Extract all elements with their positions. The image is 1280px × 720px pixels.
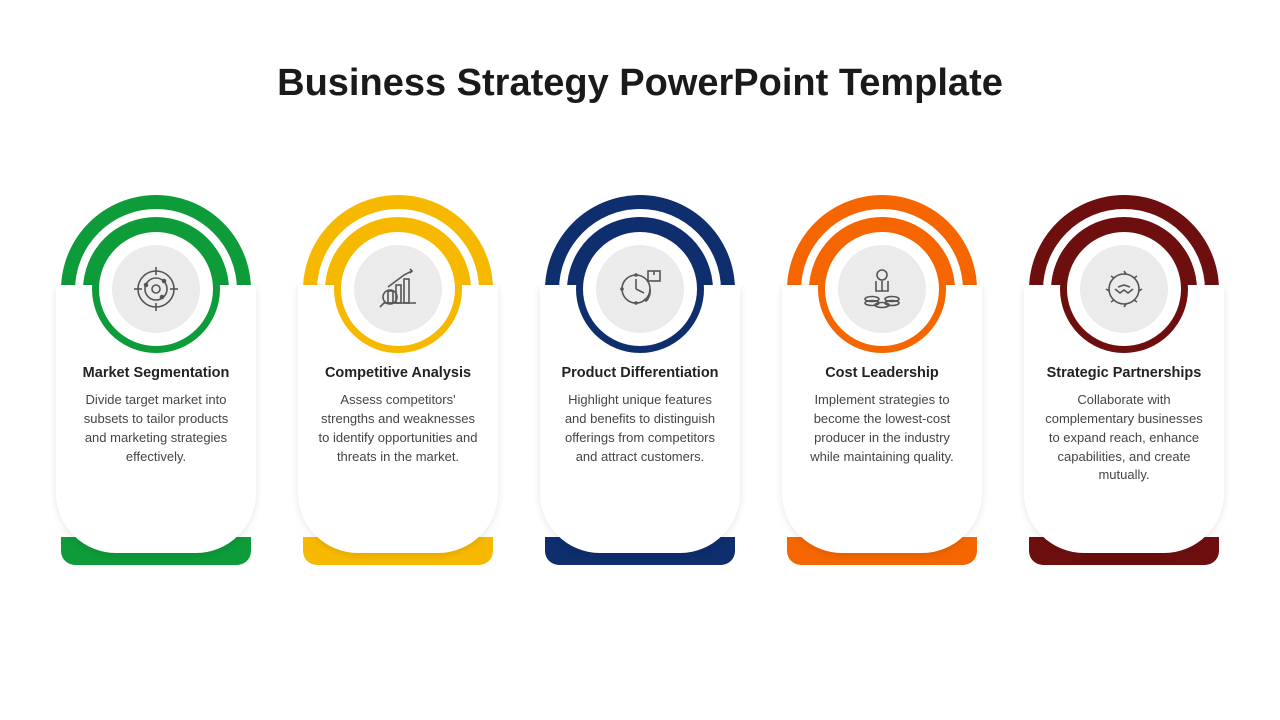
card-market-segmentation: Market Segmentation Divide target market…	[51, 195, 261, 565]
card-heading: Product Differentiation	[556, 365, 724, 381]
cards-row: Market Segmentation Divide target market…	[0, 195, 1280, 565]
card-heading: Cost Leadership	[798, 365, 966, 381]
gear-handshake-icon	[1080, 245, 1168, 333]
icon-ring	[1060, 225, 1188, 353]
icon-ring	[576, 225, 704, 353]
card-strategic-partnerships: Strategic Partnerships Collaborate with …	[1019, 195, 1229, 565]
card-desc: Implement strategies to become the lowes…	[798, 391, 966, 466]
card-heading: Market Segmentation	[72, 365, 240, 381]
card-heading: Strategic Partnerships	[1040, 365, 1208, 381]
card-product-differentiation: Product Differentiation Highlight unique…	[535, 195, 745, 565]
person-coins-icon	[838, 245, 926, 333]
icon-ring	[92, 225, 220, 353]
card-cost-leadership: Cost Leadership Implement strategies to …	[777, 195, 987, 565]
clock-package-icon	[596, 245, 684, 333]
card-competitive-analysis: Competitive Analysis Assess competitors'…	[293, 195, 503, 565]
card-desc: Collaborate with complementary businesse…	[1040, 391, 1208, 485]
icon-ring	[334, 225, 462, 353]
chart-search-icon	[354, 245, 442, 333]
card-heading: Competitive Analysis	[314, 365, 482, 381]
icon-ring	[818, 225, 946, 353]
slide-title: Business Strategy PowerPoint Template	[0, 0, 1280, 105]
card-desc: Assess competitors' strengths and weakne…	[314, 391, 482, 466]
card-desc: Highlight unique features and benefits t…	[556, 391, 724, 466]
target-icon	[112, 245, 200, 333]
card-desc: Divide target market into subsets to tai…	[72, 391, 240, 466]
